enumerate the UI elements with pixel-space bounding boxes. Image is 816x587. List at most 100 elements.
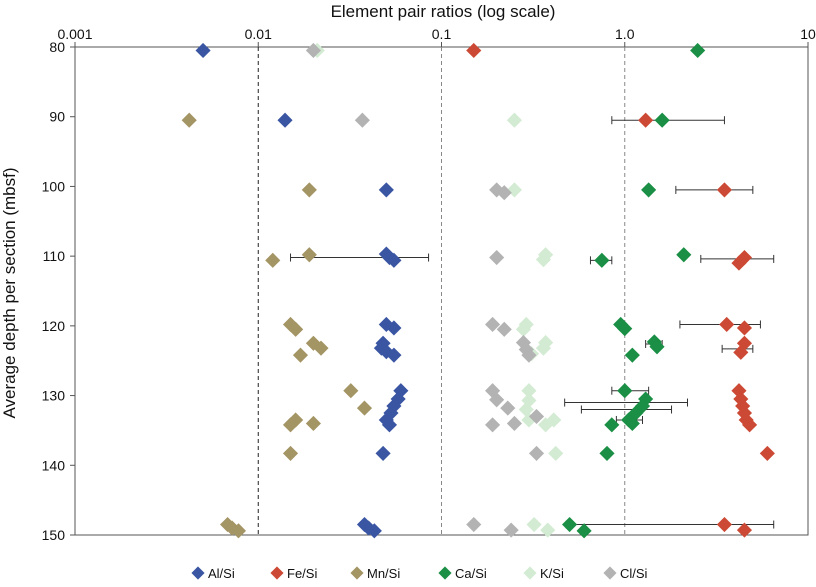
x-tick-label: 10 [800,26,816,42]
data-point-fe-si [733,344,749,360]
data-point-al-si [378,182,394,198]
data-point-mn-si [265,252,281,268]
y-axis-label: Average depth per section (mbsf) [0,167,19,418]
data-point-cl-si [489,392,505,408]
data-point-ca-si [654,112,670,128]
data-point-cl-si [466,516,482,533]
y-tick-label: 130 [42,388,66,404]
data-point-mn-si [282,445,299,461]
data-point-mn-si [343,383,359,399]
data-point-cl-si [500,400,516,416]
data-point-cl-si [485,417,501,433]
data-point-cl-si [496,321,512,337]
data-point-k-si [535,340,552,356]
data-point-mn-si [288,321,304,337]
data-point-ca-si [624,347,640,363]
data-point-mn-si [292,347,309,363]
data-point-al-si [386,347,402,363]
data-point-ca-si [676,247,692,263]
data-point-k-si [538,417,554,433]
legend-marker-cl-si [603,566,617,580]
x-tick-label: 0.01 [245,26,272,42]
y-tick-label: 90 [49,109,65,125]
legend: Al/Si Fe/Si Mn/Si Ca/Si K/Si Cl/Si [191,566,648,581]
y-tick-label: 110 [43,248,66,264]
data-point-fe-si [731,255,747,271]
data-point-cl-si [496,185,512,201]
data-points [181,42,775,539]
data-point-ca-si [562,516,578,533]
data-point-mn-si [356,400,373,416]
data-point-mn-si [282,417,299,433]
data-point-k-si [548,445,564,461]
data-point-k-si [526,516,542,533]
data-point-fe-si [716,182,733,198]
chart-title: Element pair ratios (log scale) [331,2,556,21]
y-tick-label: 100 [42,178,66,194]
legend-marker-al-si [191,566,205,580]
x-tick-label: 0.001 [57,26,92,42]
data-point-cl-si [485,316,501,333]
legend-label-ca-si: Ca/Si [455,566,487,581]
data-point-fe-si [716,516,733,533]
error-bars [290,116,775,529]
data-point-cl-si [503,522,519,538]
x-tick-label: 0.1 [432,26,452,42]
data-point-ca-si [641,182,657,198]
series-al-si [195,42,409,539]
data-point-ca-si [604,417,620,433]
data-point-mn-si [301,182,317,198]
data-point-cl-si [521,347,537,363]
y-tick-label: 140 [42,457,66,473]
data-point-mn-si [313,340,329,356]
series-fe-si [466,42,775,538]
data-point-ca-si [624,415,640,432]
data-point-ca-si [594,252,610,268]
series-cl-si [305,42,545,538]
error-bar [675,185,754,194]
data-point-ca-si [617,383,633,399]
y-tick-label: 120 [42,318,66,334]
x-tick-label: 1.0 [615,26,635,42]
legend-marker-mn-si [350,566,364,580]
data-point-ca-si [576,523,592,539]
data-point-mn-si [181,112,197,128]
legend-label-al-si: Al/Si [208,566,235,581]
legend-label-mn-si: Mn/Si [367,566,400,581]
data-point-fe-si [736,522,753,538]
data-point-al-si [195,42,211,59]
legend-marker-k-si [523,566,537,580]
data-point-ca-si [599,445,615,461]
data-point-k-si [506,112,522,128]
series-ca-si [562,42,706,539]
data-point-cl-si [354,112,370,128]
data-point-ca-si [649,339,665,355]
error-bar [564,398,688,407]
y-tick-label: 150 [42,527,66,543]
data-point-ca-si [617,321,633,337]
data-point-fe-si [742,417,758,433]
data-point-fe-si [719,316,735,333]
data-point-al-si [366,523,382,539]
data-point-mn-si [301,247,317,263]
data-point-fe-si [638,112,654,128]
legend-label-fe-si: Fe/Si [287,566,317,581]
legend-label-k-si: K/Si [540,566,564,581]
legend-marker-fe-si [270,566,284,580]
series-k-si [309,42,564,538]
error-bar [580,405,673,414]
data-point-cl-si [528,445,545,461]
legend-label-cl-si: Cl/Si [620,566,648,581]
data-point-al-si [386,320,402,336]
data-point-al-si [277,112,293,128]
legend-marker-ca-si [438,566,452,580]
y-axis-ticks: 80 90 100 110 120 130 140 150 [42,39,75,543]
data-point-mn-si [305,415,321,432]
data-point-cl-si [489,249,505,266]
data-point-al-si [386,252,402,268]
data-point-mn-si [230,523,247,539]
data-point-al-si [375,445,391,461]
series-mn-si [181,112,373,539]
x-axis-ticks: 0.001 0.01 0.1 1.0 10 [57,26,816,47]
